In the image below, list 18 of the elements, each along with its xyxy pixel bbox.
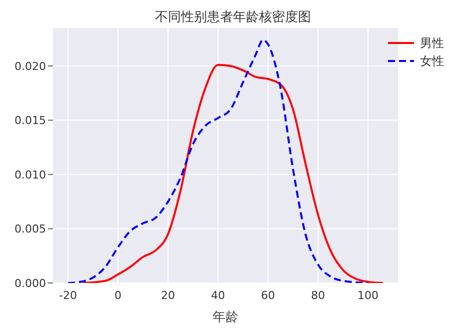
line-series xyxy=(67,38,369,283)
x-tick-label: 40 xyxy=(211,288,225,302)
y-tick-label: 0.000 xyxy=(14,276,46,290)
x-tick-label: 20 xyxy=(161,288,175,302)
y-tick-label: 0.020 xyxy=(14,60,46,73)
chart-title: 不同性别患者年龄核密度图 xyxy=(154,9,312,27)
y-tick-label: 0.010 xyxy=(14,168,46,182)
x-tick-label: 0 xyxy=(114,288,122,302)
y-tick-label: 0.015 xyxy=(14,114,46,128)
x-tick-label: 60 xyxy=(261,288,275,302)
legend-label: 男性 xyxy=(420,34,444,52)
y-tick-label: 0.005 xyxy=(14,222,46,236)
x-axis-title: 年龄 xyxy=(212,310,238,325)
x-tick-label: -20 xyxy=(59,288,77,302)
x-tick-label: 100 xyxy=(358,288,378,302)
x-tick-label: 80 xyxy=(311,288,325,302)
line-series xyxy=(82,64,384,283)
legend-label: 女性 xyxy=(420,52,444,70)
